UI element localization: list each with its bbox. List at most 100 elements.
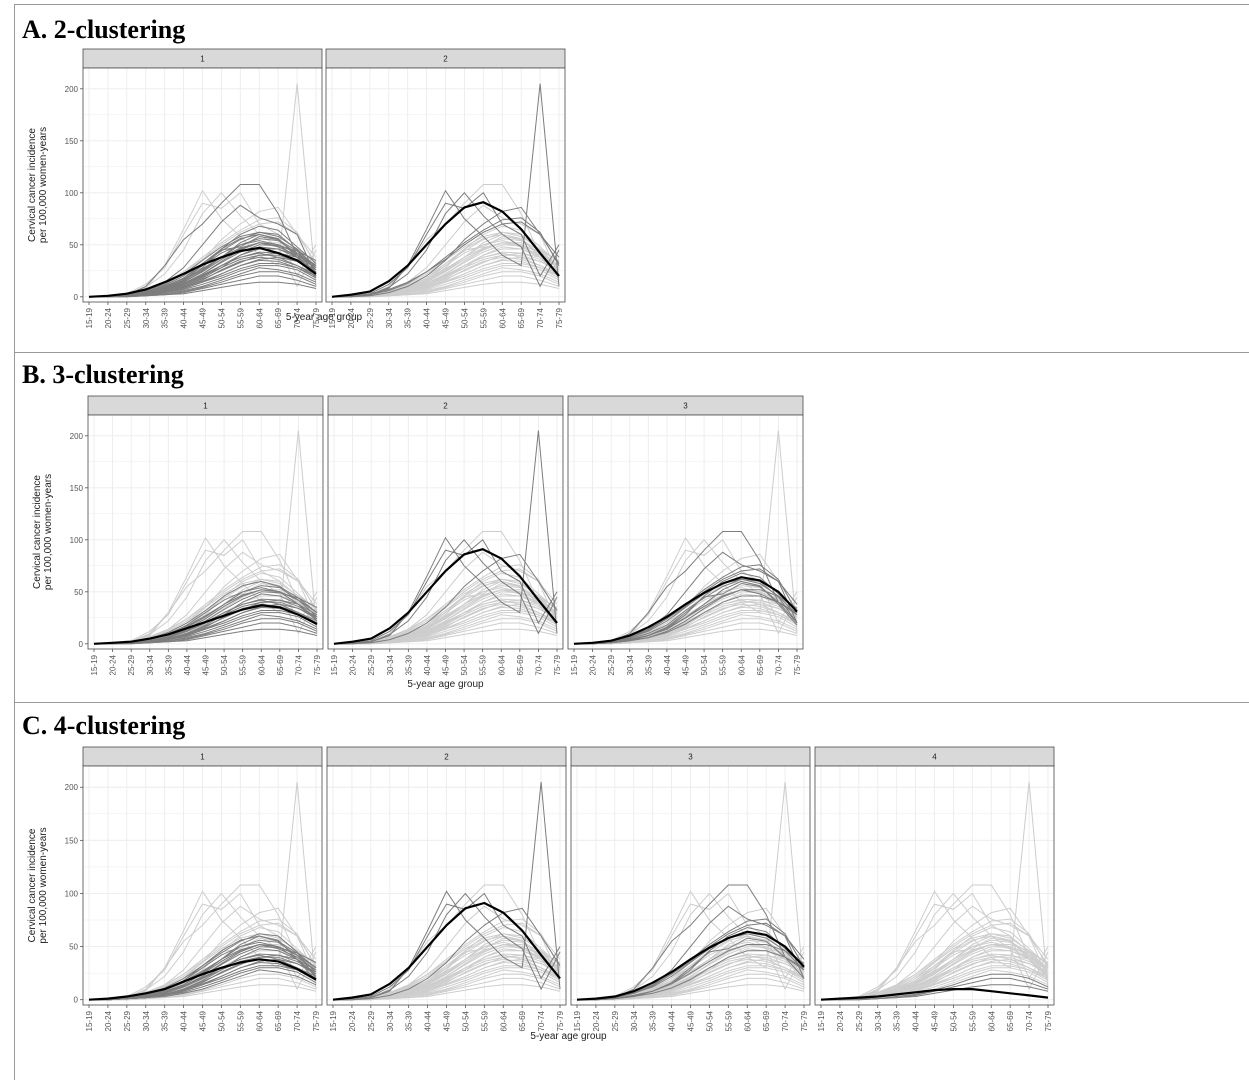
x-tick-label: 15-19: [817, 1010, 826, 1031]
x-tick-label: 20-24: [104, 307, 113, 328]
x-tick-label: 75-79: [1044, 1010, 1053, 1031]
y-axis-title-line: Cervical cancer incidence: [27, 128, 38, 242]
x-tick-label: 30-34: [146, 654, 155, 675]
x-tick-label: 65-69: [517, 307, 526, 328]
facet-panel: 4 15-19 20-24 25-29 30-34 35-39 40-44 45-49 50-5…: [814, 746, 1055, 1031]
x-tick-label: 20-24: [836, 1010, 845, 1031]
x-tick-label: 15-19: [329, 1010, 338, 1031]
x-tick-label: 50-54: [705, 1010, 714, 1031]
x-tick-label: 25-29: [367, 654, 376, 675]
x-tick-label: 75-79: [793, 654, 802, 675]
x-tick-label: 70-74: [293, 1010, 302, 1031]
cluster-mean-line: [573, 576, 798, 645]
x-tick-label: 40-44: [912, 1010, 921, 1031]
cluster-member-line: [332, 892, 561, 1001]
cluster-mean-line: [93, 604, 318, 645]
x-tick-label: 55-59: [236, 1010, 245, 1031]
facet-panel: 1 0 50 100 150 200 15-19 20-24 25-29 30-34 35-39 40…: [65, 48, 323, 328]
x-axis-title: 5-year age group: [530, 1031, 607, 1042]
x-tick-label: 35-39: [404, 307, 413, 328]
x-tick-label: 70-74: [536, 307, 545, 328]
x-tick-label: 20-24: [104, 1010, 113, 1031]
y-tick-label: 150: [65, 836, 79, 845]
table-frame: [14, 4, 1249, 1080]
x-tick-label: 35-39: [161, 307, 170, 328]
x-tick-label: 50-54: [461, 1010, 470, 1031]
x-tick-label: 30-34: [630, 1010, 639, 1031]
x-tick-label: 25-29: [607, 654, 616, 675]
cluster-member-line: [333, 907, 561, 1001]
x-tick-label: 25-29: [855, 1010, 864, 1031]
x-tick-label: 75-79: [313, 654, 322, 675]
x-tick-label: 75-79: [800, 1010, 809, 1031]
x-tick-label: 15-19: [573, 1010, 582, 1031]
y-tick-label: 150: [70, 484, 84, 493]
x-tick-label: 45-49: [199, 1010, 208, 1031]
x-tick-label: 45-49: [682, 654, 691, 675]
x-tick-label: 45-49: [931, 1010, 940, 1031]
x-tick-label: 25-29: [127, 654, 136, 675]
cluster-member-line: [333, 539, 558, 645]
x-tick-label: 35-39: [644, 654, 653, 675]
x-tick-label: 35-39: [164, 654, 173, 675]
x-tick-label: 35-39: [404, 654, 413, 675]
row-separator-1: [14, 352, 1249, 353]
chart-c: Cervical cancer incidence per 100,000 wom…: [27, 746, 1055, 1042]
x-tick-label: 50-54: [217, 307, 226, 328]
x-tick-label: 15-19: [90, 654, 99, 675]
facet-panel: 2 15-19 20-24 25-29 30-34 35-39 40-44 45-49 50-5…: [325, 48, 566, 328]
facet-panel: 1 0 50 100 150 200 15-19 20-24 25-29 30-34 35-39 40…: [65, 746, 323, 1031]
facet-label: 4: [932, 753, 937, 762]
x-tick-label: 75-79: [553, 654, 562, 675]
x-tick-label: 55-59: [239, 654, 248, 675]
x-tick-label: 40-44: [423, 654, 432, 675]
y-axis-title-line: Cervical cancer incidence: [32, 475, 43, 589]
x-tick-label: 40-44: [180, 307, 189, 328]
section-title-a: A. 2-clustering: [22, 15, 186, 44]
x-tick-label: 30-34: [874, 1010, 883, 1031]
y-tick-label: 0: [79, 640, 84, 649]
x-tick-label: 65-69: [518, 1010, 527, 1031]
x-tick-label: 50-54: [220, 654, 229, 675]
x-tick-label: 70-74: [293, 307, 302, 328]
x-tick-label: 60-64: [257, 654, 266, 675]
x-tick-label: 15-19: [328, 307, 337, 328]
x-tick-label: 25-29: [367, 1010, 376, 1031]
country-line: [574, 628, 798, 645]
x-tick-label: 30-34: [386, 1010, 395, 1031]
x-tick-label: 20-24: [348, 1010, 357, 1031]
x-tick-label: 25-29: [366, 307, 375, 328]
x-tick-label: 60-64: [255, 1010, 264, 1031]
x-tick-label: 30-34: [626, 654, 635, 675]
y-tick-label: 0: [74, 293, 79, 302]
cluster-mean-line: [332, 901, 561, 1001]
x-tick-label: 65-69: [276, 654, 285, 675]
x-tick-label: 70-74: [1025, 1010, 1034, 1031]
x-tick-label: 45-49: [199, 307, 208, 328]
facet-label: 1: [200, 753, 205, 762]
x-tick-label: 15-19: [570, 654, 579, 675]
x-tick-label: 55-59: [479, 307, 488, 328]
x-tick-label: 75-79: [556, 1010, 565, 1031]
x-tick-label: 40-44: [424, 1010, 433, 1031]
cluster-member-line: [574, 589, 798, 645]
x-tick-label: 75-79: [312, 307, 321, 328]
x-tick-label: 60-64: [255, 307, 264, 328]
y-tick-label: 200: [65, 85, 79, 94]
facet-label: 2: [443, 55, 448, 64]
y-tick-label: 100: [70, 536, 84, 545]
x-tick-label: 40-44: [180, 1010, 189, 1031]
facet-label: 2: [443, 402, 448, 411]
x-tick-label: 60-64: [498, 307, 507, 328]
x-tick-label: 70-74: [781, 1010, 790, 1031]
cluster-mean-line: [88, 958, 317, 1001]
cluster-mean-line: [88, 246, 317, 298]
x-tick-label: 65-69: [756, 654, 765, 675]
y-axis-title-line: per 100,000 women-years: [43, 474, 54, 590]
x-tick-label: 60-64: [743, 1010, 752, 1031]
x-tick-label: 60-64: [497, 654, 506, 675]
cluster-mean-line: [576, 930, 805, 1001]
x-tick-label: 40-44: [668, 1010, 677, 1031]
x-tick-label: 65-69: [274, 307, 283, 328]
x-tick-label: 15-19: [85, 1010, 94, 1031]
